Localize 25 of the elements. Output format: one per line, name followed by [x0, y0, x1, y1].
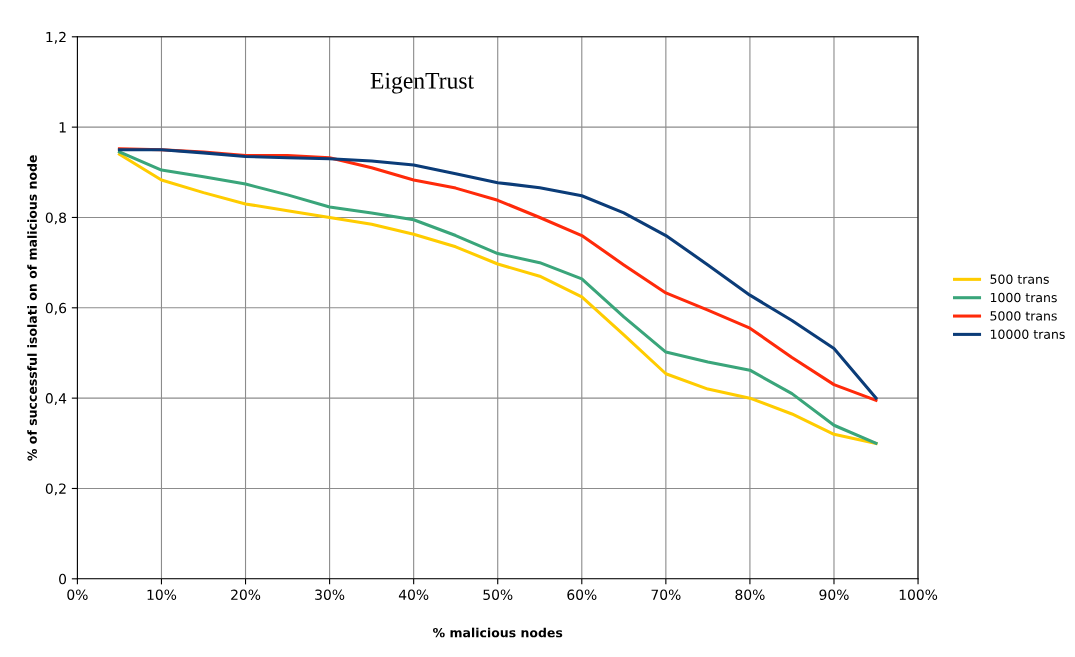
text: EigenTrust	[370, 72, 474, 94]
x-tick-label: 0%	[67, 589, 88, 600]
x-tick-label: 90%	[819, 589, 849, 600]
y-tick-label: 0	[59, 573, 67, 585]
x-tick-label: 60%	[567, 589, 597, 600]
x-tick-label: 10%	[147, 589, 177, 600]
x-tick-label: 100%	[899, 589, 938, 600]
x-tick-label: 80%	[735, 589, 765, 600]
x-axis-title: % malicious nodes	[433, 627, 563, 638]
x-tick-label: 50%	[483, 589, 513, 600]
y-tick-label: 0,6	[45, 302, 67, 315]
legend-label: 10000 trans	[990, 329, 1065, 339]
legend-label: 1000 trans	[990, 292, 1057, 303]
x-tick-label: 70%	[651, 589, 681, 600]
x-tick-label: 30%	[315, 589, 345, 600]
x-tick-label: 40%	[398, 589, 429, 600]
y-axis-title: % of successful isolati on of malicious node	[27, 155, 37, 461]
legend-label: 500 trans	[990, 274, 1049, 284]
y-tick-label: 0,8	[45, 212, 67, 225]
y-tick-label: 1,2	[46, 31, 66, 44]
y-tick-label: 1	[59, 122, 66, 133]
x-tick-label: 20%	[231, 589, 261, 600]
legend-label: 5000 trans	[990, 311, 1057, 321]
y-tick-label: 0,4	[45, 393, 67, 406]
y-tick-label: 0,2	[45, 483, 66, 496]
